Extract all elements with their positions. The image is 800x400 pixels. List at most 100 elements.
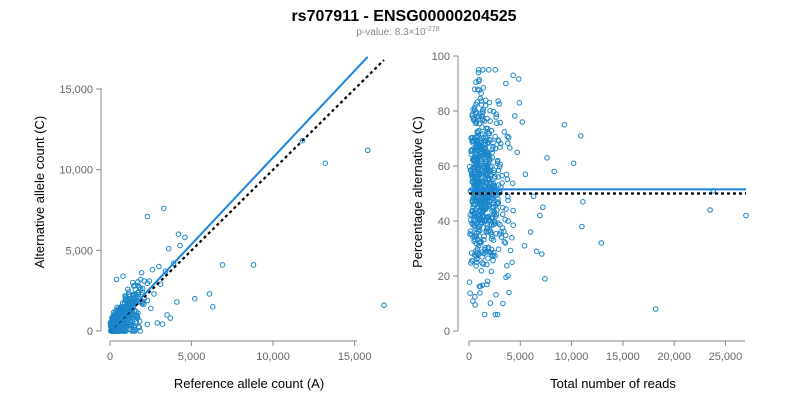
right-scatter-point bbox=[468, 148, 474, 154]
right-scatter-point bbox=[570, 160, 577, 167]
right-scatter-point bbox=[502, 240, 509, 246]
right-y-tick-label: 20 bbox=[438, 271, 450, 283]
right-scatter-point bbox=[501, 129, 508, 135]
right-scatter-point bbox=[477, 95, 484, 102]
right-scatter-point bbox=[480, 67, 486, 73]
right-scatter-point bbox=[509, 180, 516, 187]
right-scatter-point bbox=[492, 220, 498, 226]
right-scatter-point bbox=[476, 111, 483, 118]
right-scatter-point bbox=[474, 129, 481, 135]
right-scatter-point bbox=[468, 171, 475, 178]
right-x-tick-label: 25,000 bbox=[709, 351, 743, 363]
right-scatter-point bbox=[490, 257, 496, 264]
left-scatter-point bbox=[123, 294, 130, 301]
right-scatter-point bbox=[492, 173, 498, 180]
right-y-tick-label: 80 bbox=[438, 106, 450, 118]
right-scatter-point bbox=[521, 243, 528, 249]
left-scatter-point bbox=[156, 263, 162, 270]
right-scatter-point bbox=[512, 113, 518, 119]
left-scatter-point bbox=[322, 160, 329, 166]
right-scatter-point bbox=[519, 119, 526, 125]
pvalue-mantissa: p-value: 8.3 bbox=[356, 27, 409, 38]
right-scatter-point bbox=[484, 281, 490, 288]
left-ticks: 0 5,000 10,000 15,000 0 5,000 10,000 15,000 bbox=[59, 84, 371, 363]
right-scatter-marks bbox=[466, 67, 749, 318]
left-scatter-point bbox=[149, 266, 156, 273]
right-scatter-point bbox=[504, 263, 510, 269]
right-scatter-point bbox=[487, 217, 493, 223]
right-scatter-point bbox=[527, 229, 534, 235]
right-scatter-point bbox=[490, 204, 497, 210]
right-scatter-point bbox=[516, 100, 523, 106]
right-scatter-point bbox=[495, 167, 502, 174]
right-y-tick-label: 60 bbox=[438, 161, 450, 173]
left-scatter-point bbox=[154, 320, 161, 326]
left-scatter-point bbox=[135, 310, 141, 317]
left-scatter-point bbox=[206, 291, 213, 297]
right-scatter-point bbox=[483, 125, 490, 132]
right-y-axis-label: Percentage alternative (C) bbox=[410, 116, 425, 268]
left-fit-line bbox=[109, 56, 369, 332]
right-scatter-point bbox=[488, 236, 495, 242]
left-scatter-point bbox=[144, 280, 151, 287]
right-scatter-point bbox=[494, 311, 501, 318]
right-scatter-point bbox=[498, 234, 505, 240]
right-scatter-point bbox=[475, 195, 482, 201]
right-scatter-point bbox=[480, 207, 486, 214]
right-scatter-point bbox=[505, 218, 512, 224]
right-scatter-point bbox=[489, 192, 496, 198]
left-y-tick-label: 10,000 bbox=[59, 165, 93, 177]
left-y-tick-label: 15,000 bbox=[59, 84, 93, 96]
right-scatter-point bbox=[472, 120, 479, 126]
right-scatter-point bbox=[480, 116, 486, 122]
right-scatter-point bbox=[488, 268, 495, 275]
right-scatter-point bbox=[510, 72, 516, 79]
right-scatter-point bbox=[480, 261, 487, 267]
right-scatter-point bbox=[495, 220, 501, 226]
right-x-tick-label: 5,000 bbox=[507, 351, 535, 363]
right-scatter-point bbox=[485, 229, 492, 235]
right-scatter-point bbox=[492, 145, 499, 152]
left-scatter-point bbox=[299, 137, 306, 144]
right-scatter-point bbox=[502, 216, 508, 223]
right-x-tick-label: 20,000 bbox=[657, 351, 691, 363]
left-scatter-point bbox=[219, 262, 226, 268]
right-scatter-point bbox=[473, 233, 480, 239]
left-scatter-point bbox=[120, 273, 126, 280]
right-scatter-point bbox=[482, 165, 488, 171]
right-scatter-point bbox=[470, 106, 476, 113]
right-ticks: 0 5,000 10,000 15,000 20,000 25,000 0 20 40 60 80 1… bbox=[432, 51, 743, 363]
left-scatter-point bbox=[127, 319, 134, 325]
left-scatter-point bbox=[112, 314, 118, 321]
right-scatter-point bbox=[506, 134, 512, 141]
right-scatter-point bbox=[561, 122, 568, 128]
right-scatter-point bbox=[487, 118, 493, 124]
right-scatter-point bbox=[537, 212, 543, 219]
right-scatter-point bbox=[478, 170, 484, 177]
right-scatter-point bbox=[492, 311, 499, 318]
left-scatter-point bbox=[250, 262, 257, 268]
right-scatter-point bbox=[473, 248, 479, 254]
right-scatter-point bbox=[504, 133, 511, 140]
right-scatter-point bbox=[469, 257, 475, 264]
left-scatter-marks bbox=[107, 56, 387, 334]
right-x-tick-label: 0 bbox=[466, 351, 472, 363]
right-scatter-point bbox=[482, 201, 489, 208]
left-scatter-point bbox=[161, 205, 167, 212]
right-scatter-point bbox=[467, 217, 474, 223]
right-scatter-point bbox=[473, 79, 479, 85]
right-scatter-point bbox=[486, 176, 492, 182]
left-y-tick-label: 5,000 bbox=[65, 245, 93, 257]
chart-title: rs707911 - ENSG00000204525 bbox=[291, 8, 516, 25]
right-y-tick-label: 100 bbox=[432, 51, 450, 63]
left-scatter-point bbox=[136, 284, 143, 291]
right-scatter-point bbox=[542, 276, 548, 282]
right-scatter-point bbox=[469, 178, 476, 185]
right-scatter-point bbox=[470, 234, 476, 240]
left-scatter-point bbox=[138, 270, 145, 276]
left-scatter-point bbox=[174, 299, 180, 305]
right-scatter-point bbox=[490, 249, 497, 256]
right-scatter-point bbox=[484, 278, 491, 285]
left-scatter-point bbox=[126, 301, 133, 308]
right-scatter-point bbox=[489, 155, 496, 161]
